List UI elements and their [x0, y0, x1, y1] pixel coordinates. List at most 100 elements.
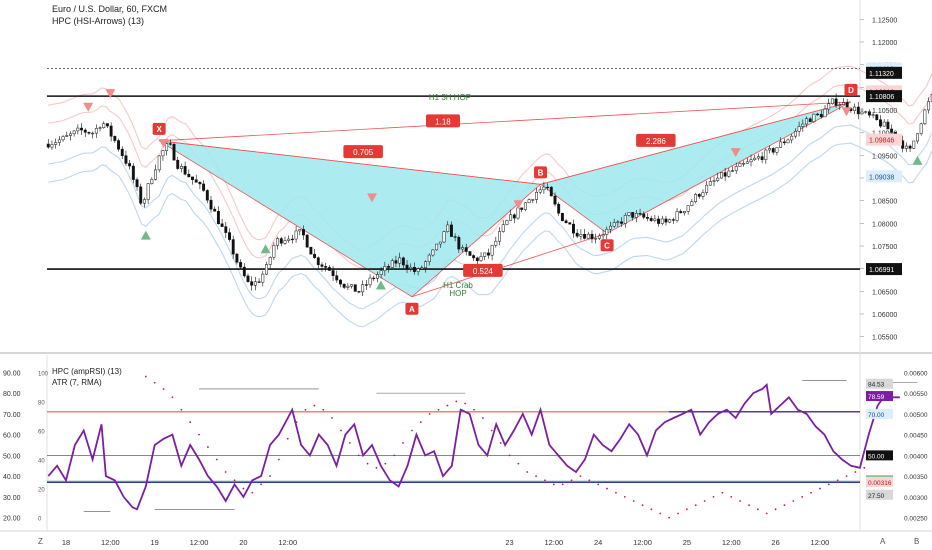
- candle: [113, 135, 117, 143]
- rsi-line: [47, 382, 900, 511]
- time-axis-label: 12:00: [811, 538, 830, 547]
- pattern-point-a-badge[interactable]: [405, 302, 419, 315]
- pattern-point-d-badge[interactable]: [844, 83, 858, 96]
- candle-body: [305, 234, 309, 248]
- candle: [856, 101, 860, 120]
- rsi-tag-label: 0.00316: [868, 480, 892, 487]
- candle-body: [302, 229, 305, 236]
- rsi-tag[interactable]: [866, 378, 893, 389]
- candle-body: [775, 147, 779, 153]
- rsi-tag[interactable]: [866, 391, 893, 402]
- atr-point: [579, 475, 582, 478]
- candle-body: [157, 155, 161, 171]
- candle: [305, 234, 309, 248]
- candle-body: [812, 113, 816, 123]
- candle-body: [771, 148, 775, 153]
- price-tag[interactable]: [866, 170, 902, 183]
- time-axis-label: 12:00: [101, 538, 120, 547]
- atr-point: [286, 437, 289, 440]
- candle: [191, 176, 194, 185]
- symbol-title: Euro / U.S. Dollar, 60, FXCM: [52, 4, 167, 14]
- candle: [449, 221, 453, 237]
- candle-body: [390, 260, 394, 268]
- candle-body: [165, 143, 169, 151]
- ratio-label: 2.286: [646, 137, 667, 146]
- atr-point: [162, 388, 165, 390]
- price-tag[interactable]: [866, 66, 902, 79]
- candle: [183, 161, 187, 176]
- candle-body: [309, 246, 313, 255]
- candle-body: [209, 199, 213, 210]
- atr-point: [561, 483, 564, 486]
- candle: [57, 136, 61, 147]
- candle-body: [523, 202, 527, 210]
- atr-point: [419, 421, 422, 424]
- price-tick-label: 1.09500: [872, 153, 897, 160]
- candle-body: [842, 102, 845, 105]
- pattern-point-c-badge[interactable]: [600, 239, 614, 252]
- atr-point: [357, 454, 360, 457]
- pattern-point-x-badge[interactable]: [152, 122, 166, 135]
- candle-body: [246, 275, 250, 282]
- candle: [342, 283, 346, 289]
- candle-body: [823, 108, 827, 118]
- price-tick-label: 1.06500: [872, 289, 897, 296]
- candle-body: [653, 218, 657, 221]
- rsi-tag[interactable]: [866, 450, 893, 461]
- candle: [287, 235, 291, 243]
- candle-body: [690, 201, 694, 206]
- candle: [731, 166, 734, 172]
- candle-body: [339, 279, 342, 285]
- candle: [542, 181, 546, 194]
- indicator-title: HPC (HSI-Arrows) (13): [52, 16, 144, 26]
- ratio-badge: [425, 114, 460, 128]
- log-scale-icon[interactable]: B: [914, 537, 919, 546]
- candle-body: [135, 179, 139, 188]
- candle-body: [597, 235, 601, 239]
- candle-body: [668, 219, 672, 223]
- candle: [572, 219, 575, 238]
- candle: [76, 124, 80, 135]
- price-tag[interactable]: [866, 263, 902, 276]
- atr-point: [632, 500, 635, 502]
- sell-arrow-icon: [841, 107, 852, 117]
- atr-axis-label: 0.00300: [904, 495, 928, 502]
- pattern-point-a-label: A: [409, 305, 415, 314]
- price-tag[interactable]: [866, 133, 902, 146]
- candle: [401, 256, 405, 270]
- candle-body: [427, 254, 431, 262]
- candle: [882, 119, 886, 127]
- candle: [202, 180, 206, 192]
- candle-body: [335, 275, 339, 281]
- price-tag[interactable]: [866, 90, 902, 103]
- candle: [157, 155, 161, 173]
- candle-body: [50, 144, 54, 148]
- rsi-tag[interactable]: [866, 489, 893, 500]
- auto-scale-icon[interactable]: A: [880, 537, 886, 546]
- rsi-tag[interactable]: [866, 476, 893, 487]
- candle-body: [856, 106, 860, 115]
- rsi-axis-label: 30.00: [3, 495, 21, 502]
- candle: [135, 177, 139, 191]
- candle-body: [927, 101, 931, 111]
- rsi-tag[interactable]: [866, 408, 893, 419]
- candle: [627, 212, 631, 217]
- candle: [827, 98, 831, 114]
- atr-point: [277, 458, 280, 461]
- timezone-z-icon[interactable]: Z: [38, 537, 43, 546]
- candle-body: [179, 166, 183, 169]
- candle: [316, 256, 320, 269]
- candle: [649, 215, 653, 222]
- candle-body: [505, 220, 509, 225]
- candle: [864, 110, 868, 114]
- pattern-point-b-badge[interactable]: [534, 166, 548, 179]
- candle-body: [797, 126, 801, 132]
- rsi-axis-label: 60.00: [3, 433, 21, 440]
- atr-point: [233, 479, 236, 482]
- candle-body: [583, 234, 587, 239]
- candle-body: [46, 143, 50, 148]
- candle-body: [701, 192, 705, 197]
- candle: [83, 128, 87, 137]
- candle: [816, 112, 820, 116]
- atr-point: [180, 408, 183, 411]
